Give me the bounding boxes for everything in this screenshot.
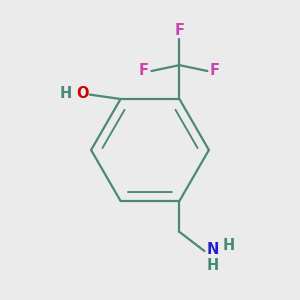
Text: F: F bbox=[174, 23, 184, 38]
Text: F: F bbox=[139, 63, 149, 78]
Text: H: H bbox=[59, 86, 71, 101]
Text: H: H bbox=[207, 258, 219, 273]
Text: N: N bbox=[207, 242, 219, 257]
Text: F: F bbox=[210, 63, 220, 78]
Text: H: H bbox=[223, 238, 235, 253]
Text: O: O bbox=[76, 86, 88, 101]
